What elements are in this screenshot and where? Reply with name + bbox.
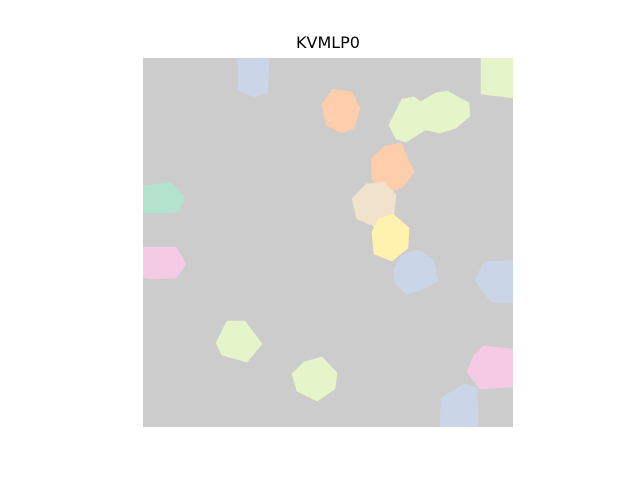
cell-blue-bottom-right [439,383,479,427]
cell-pink-lower-right [466,345,513,390]
shape-layer [143,58,513,427]
cell-green-top-b [419,90,471,134]
cell-orange-top [321,88,361,134]
cell-teal-left [143,181,185,214]
cell-tan-mid [351,181,397,228]
cell-blue-mid [393,249,439,295]
cell-yellow-mid [371,213,410,262]
cell-pink-left [143,246,187,280]
cell-green-corner [480,58,513,99]
cell-blue-right [474,259,513,304]
cell-orange-mid [370,142,415,193]
cell-green-lower-left [215,320,263,363]
cell-green-lower-mid [291,356,338,402]
cell-blue-top [237,58,270,98]
figure-title: KVMLP0 [296,33,360,52]
